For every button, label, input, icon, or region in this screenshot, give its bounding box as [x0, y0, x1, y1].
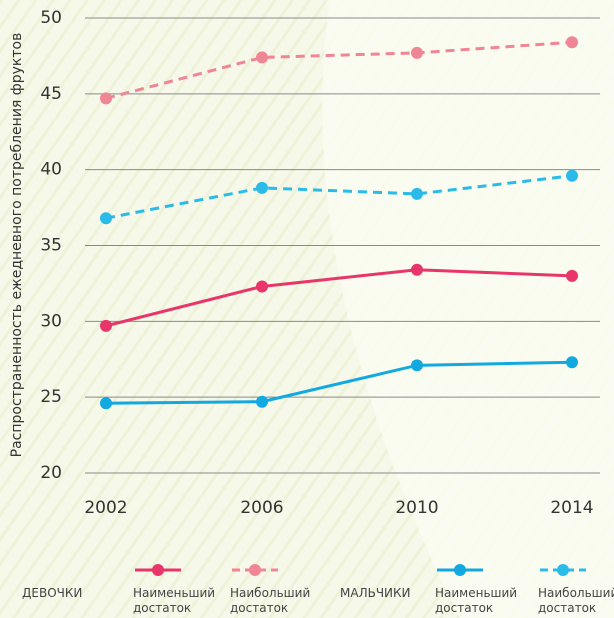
legend-marker	[249, 564, 261, 576]
legend-marker	[557, 564, 569, 576]
y-tick-label: 20	[40, 463, 62, 483]
background-shape	[322, 0, 614, 618]
legend-marker	[454, 564, 466, 576]
y-tick-label: 30	[40, 311, 62, 331]
point	[100, 92, 112, 105]
point	[566, 36, 578, 49]
y-tick-label: 40	[40, 160, 62, 180]
point	[411, 359, 423, 372]
point	[411, 46, 423, 59]
legend-label: Наименьший достаток	[435, 586, 518, 615]
point	[256, 181, 268, 194]
y-tick-label: 25	[40, 387, 62, 407]
x-tick-label: 2014	[550, 498, 593, 518]
legend-group: МАЛЬЧИКИ	[340, 586, 411, 600]
legend-marker	[152, 564, 164, 576]
legend-group: ДЕВОЧКИ	[22, 586, 83, 600]
point	[256, 280, 268, 293]
y-tick-label: 50	[40, 8, 62, 28]
y-tick-label: 45	[40, 84, 62, 104]
series-line	[105, 40, 573, 100]
point	[100, 212, 112, 225]
legend-label: Наименьший достаток	[133, 586, 216, 615]
point	[566, 269, 578, 282]
series-line	[105, 268, 573, 328]
point	[566, 356, 578, 369]
point	[411, 187, 423, 200]
point	[100, 397, 112, 410]
series-line	[105, 174, 573, 220]
point	[256, 395, 268, 408]
legend-label: Наибольший достаток	[538, 586, 614, 615]
x-tick-label: 2010	[395, 498, 438, 518]
point	[100, 319, 112, 332]
x-tick-label: 2002	[84, 498, 127, 518]
y-axis-label: Распространенность ежедневного потреблен…	[9, 33, 25, 458]
series-line	[105, 360, 573, 405]
point	[411, 263, 423, 276]
y-tick-label: 35	[40, 236, 62, 256]
point	[566, 169, 578, 182]
x-tick-label: 2006	[240, 498, 283, 518]
point	[256, 51, 268, 64]
legend-label: Наибольший достаток	[230, 586, 311, 615]
